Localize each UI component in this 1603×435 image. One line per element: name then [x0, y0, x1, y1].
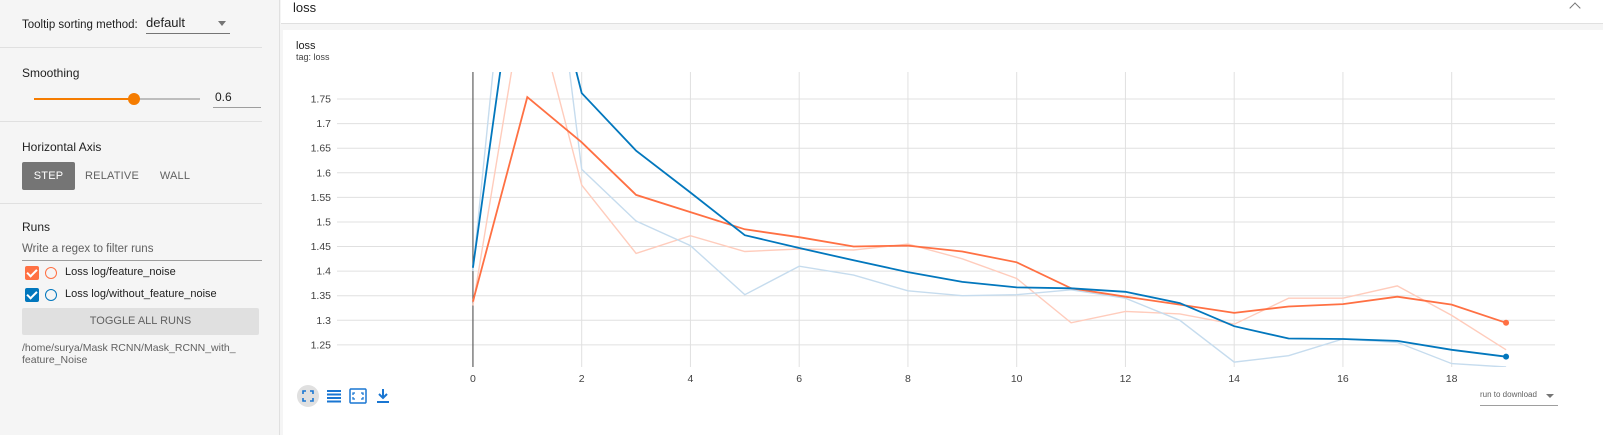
x-tick-label: 10 — [1011, 373, 1023, 385]
y-tick-label: 1.6 — [316, 167, 331, 179]
y-tick-label: 1.45 — [311, 241, 332, 253]
run-path: /home/surya/Mask RCNN/Mask_RCNN_with_ fe… — [22, 342, 236, 366]
run-item-feature-noise[interactable]: Loss log/feature_noise — [25, 266, 265, 282]
tooltip-sorting-section: Tooltip sorting method: default — [0, 0, 262, 48]
scalar-card: 1.25 1.3 1.35 1.4 1.45 1.5 1.55 1.6 1.65 1.7 1.75 0… — [283, 30, 1603, 435]
data-table-icon[interactable] — [323, 385, 345, 407]
run-checkbox[interactable] — [25, 266, 39, 280]
run-download-label: run to download — [1480, 390, 1537, 399]
category-header[interactable]: loss — [281, 0, 1603, 24]
run-item-without-feature-noise[interactable]: Loss log/without_feature_noise — [25, 288, 265, 304]
card-tag: tag: loss — [296, 52, 330, 62]
fit-icon[interactable] — [297, 385, 319, 407]
run-checkbox[interactable] — [25, 288, 39, 302]
series-raw-line-0 — [472, 72, 1507, 351]
y-tick-label: 1.7 — [316, 118, 331, 130]
y-tick-label: 1.25 — [311, 339, 332, 351]
y-tick-label: 1.35 — [311, 290, 332, 302]
download-icon[interactable] — [372, 385, 394, 407]
x-tick-label: 6 — [796, 373, 802, 385]
series-smoothed-line-0 — [472, 95, 1507, 324]
tooltip-sorting-select[interactable]: default — [146, 14, 230, 34]
smoothing-slider-thumb[interactable] — [127, 93, 140, 105]
x-tick-label: 0 — [470, 373, 476, 385]
y-tick-label: 1.55 — [311, 192, 332, 204]
chevron-up-icon[interactable] — [1569, 2, 1581, 14]
run-color-circle[interactable] — [45, 267, 57, 279]
smoothing-section: Smoothing 0.6 — [0, 48, 262, 122]
runs-label: Runs — [22, 220, 51, 234]
x-tick-label: 16 — [1337, 373, 1349, 385]
y-tick-label: 1.5 — [316, 216, 331, 228]
category-title: loss — [293, 0, 317, 15]
axis-wall-button[interactable]: WALL — [159, 170, 191, 182]
x-tick-label: 18 — [1446, 373, 1458, 385]
y-tick-label: 1.75 — [311, 94, 332, 106]
tooltip-sorting-value: default — [146, 15, 186, 30]
run-download-select[interactable]: run to download — [1480, 390, 1558, 406]
y-tick-label: 1.4 — [316, 266, 331, 278]
smoothing-label: Smoothing — [22, 66, 80, 80]
smoothing-input[interactable]: 0.6 — [213, 90, 261, 108]
x-tick-label: 14 — [1228, 373, 1240, 385]
smoothing-slider-fill — [34, 98, 134, 100]
sidebar: Tooltip sorting method: default Smoothin… — [0, 0, 280, 435]
tooltip-sorting-label: Tooltip sorting method: — [22, 19, 138, 31]
runs-section: Runs Write a regex to filter runs Loss l… — [0, 204, 262, 374]
chevron-down-icon — [218, 21, 226, 26]
card-title: loss — [296, 40, 316, 52]
y-tick-label: 1.3 — [316, 315, 331, 327]
chevron-down-icon — [1546, 394, 1554, 398]
run-color-circle[interactable] — [45, 289, 57, 301]
series-last-point-1 — [1503, 353, 1510, 360]
horizontal-axis-section: Horizontal Axis STEP RELATIVE WALL — [0, 122, 262, 204]
x-tick-label: 2 — [579, 373, 585, 385]
axis-step-button[interactable]: STEP — [22, 162, 75, 190]
smoothing-slider[interactable] — [34, 93, 200, 105]
run-name: Loss log/feature_noise — [65, 266, 176, 278]
x-tick-label: 8 — [905, 373, 911, 385]
series-raw-line-1 — [472, 72, 1507, 367]
y-tick-label: 1.65 — [311, 143, 332, 155]
horizontal-axis-label: Horizontal Axis — [22, 140, 102, 154]
series-smoothed-line-1 — [472, 72, 1507, 358]
loss-chart[interactable]: 1.25 1.3 1.35 1.4 1.45 1.5 1.55 1.6 1.65 1.7 1.75 0… — [283, 30, 1603, 435]
series-last-point-0 — [1503, 319, 1510, 326]
toggle-all-runs-button[interactable]: TOGGLE ALL RUNS — [22, 308, 259, 335]
runs-filter-input[interactable]: Write a regex to filter runs — [22, 241, 262, 261]
x-tick-label: 12 — [1120, 373, 1132, 385]
zoom-select-icon[interactable] — [347, 385, 369, 407]
x-tick-label: 4 — [688, 373, 694, 385]
run-name: Loss log/without_feature_noise — [65, 288, 217, 300]
axis-relative-button[interactable]: RELATIVE — [85, 170, 139, 182]
